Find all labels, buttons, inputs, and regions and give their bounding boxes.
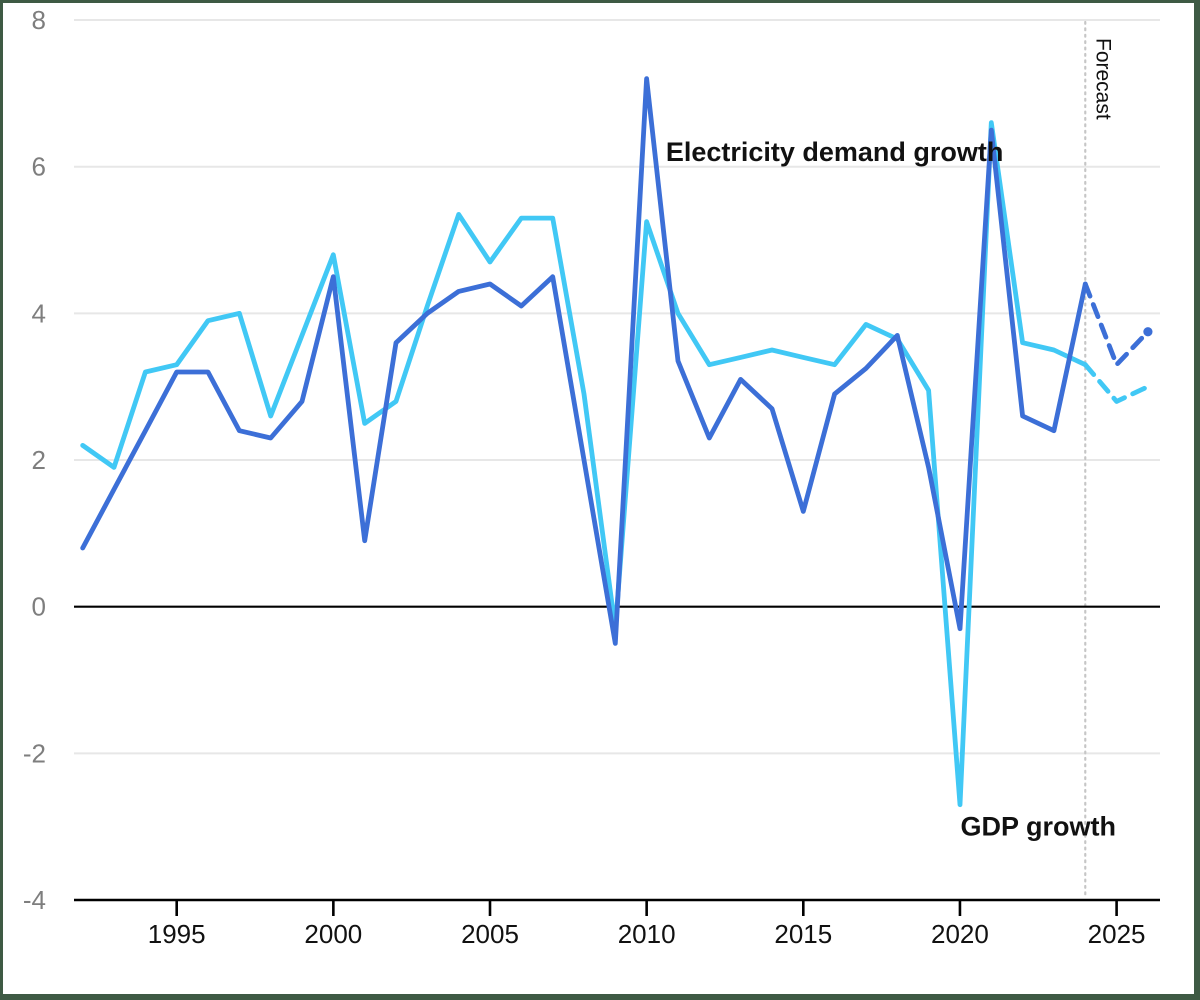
x-tick-label: 2005	[461, 919, 519, 949]
x-tick-label: 1995	[148, 919, 206, 949]
electricity-forecast-line	[1082, 281, 1151, 368]
gdp-series-label: GDP growth	[961, 812, 1117, 842]
x-tick-label: 2000	[304, 919, 362, 949]
x-tick-label: 2015	[774, 919, 832, 949]
y-tick-label: 0	[32, 592, 46, 622]
y-tick-label: -4	[23, 885, 46, 915]
x-tick-label: 2020	[931, 919, 989, 949]
electricity-line	[80, 76, 1088, 646]
x-tick-label: 2010	[618, 919, 676, 949]
forecast-label: Forecast	[1091, 38, 1114, 120]
y-tick-label: 2	[32, 445, 46, 475]
gdp-line	[80, 120, 1088, 808]
y-tick-label: 6	[32, 152, 46, 182]
y-tick-label: -2	[23, 738, 46, 768]
electricity-series-label: Electricity demand growth	[666, 137, 1004, 167]
y-tick-label: 4	[32, 298, 46, 328]
x-tick-label: 2025	[1088, 919, 1146, 949]
electricity-endpoint-dot	[1143, 327, 1153, 337]
gdp-forecast-line	[1082, 362, 1151, 404]
y-tick-label: 8	[32, 5, 46, 35]
